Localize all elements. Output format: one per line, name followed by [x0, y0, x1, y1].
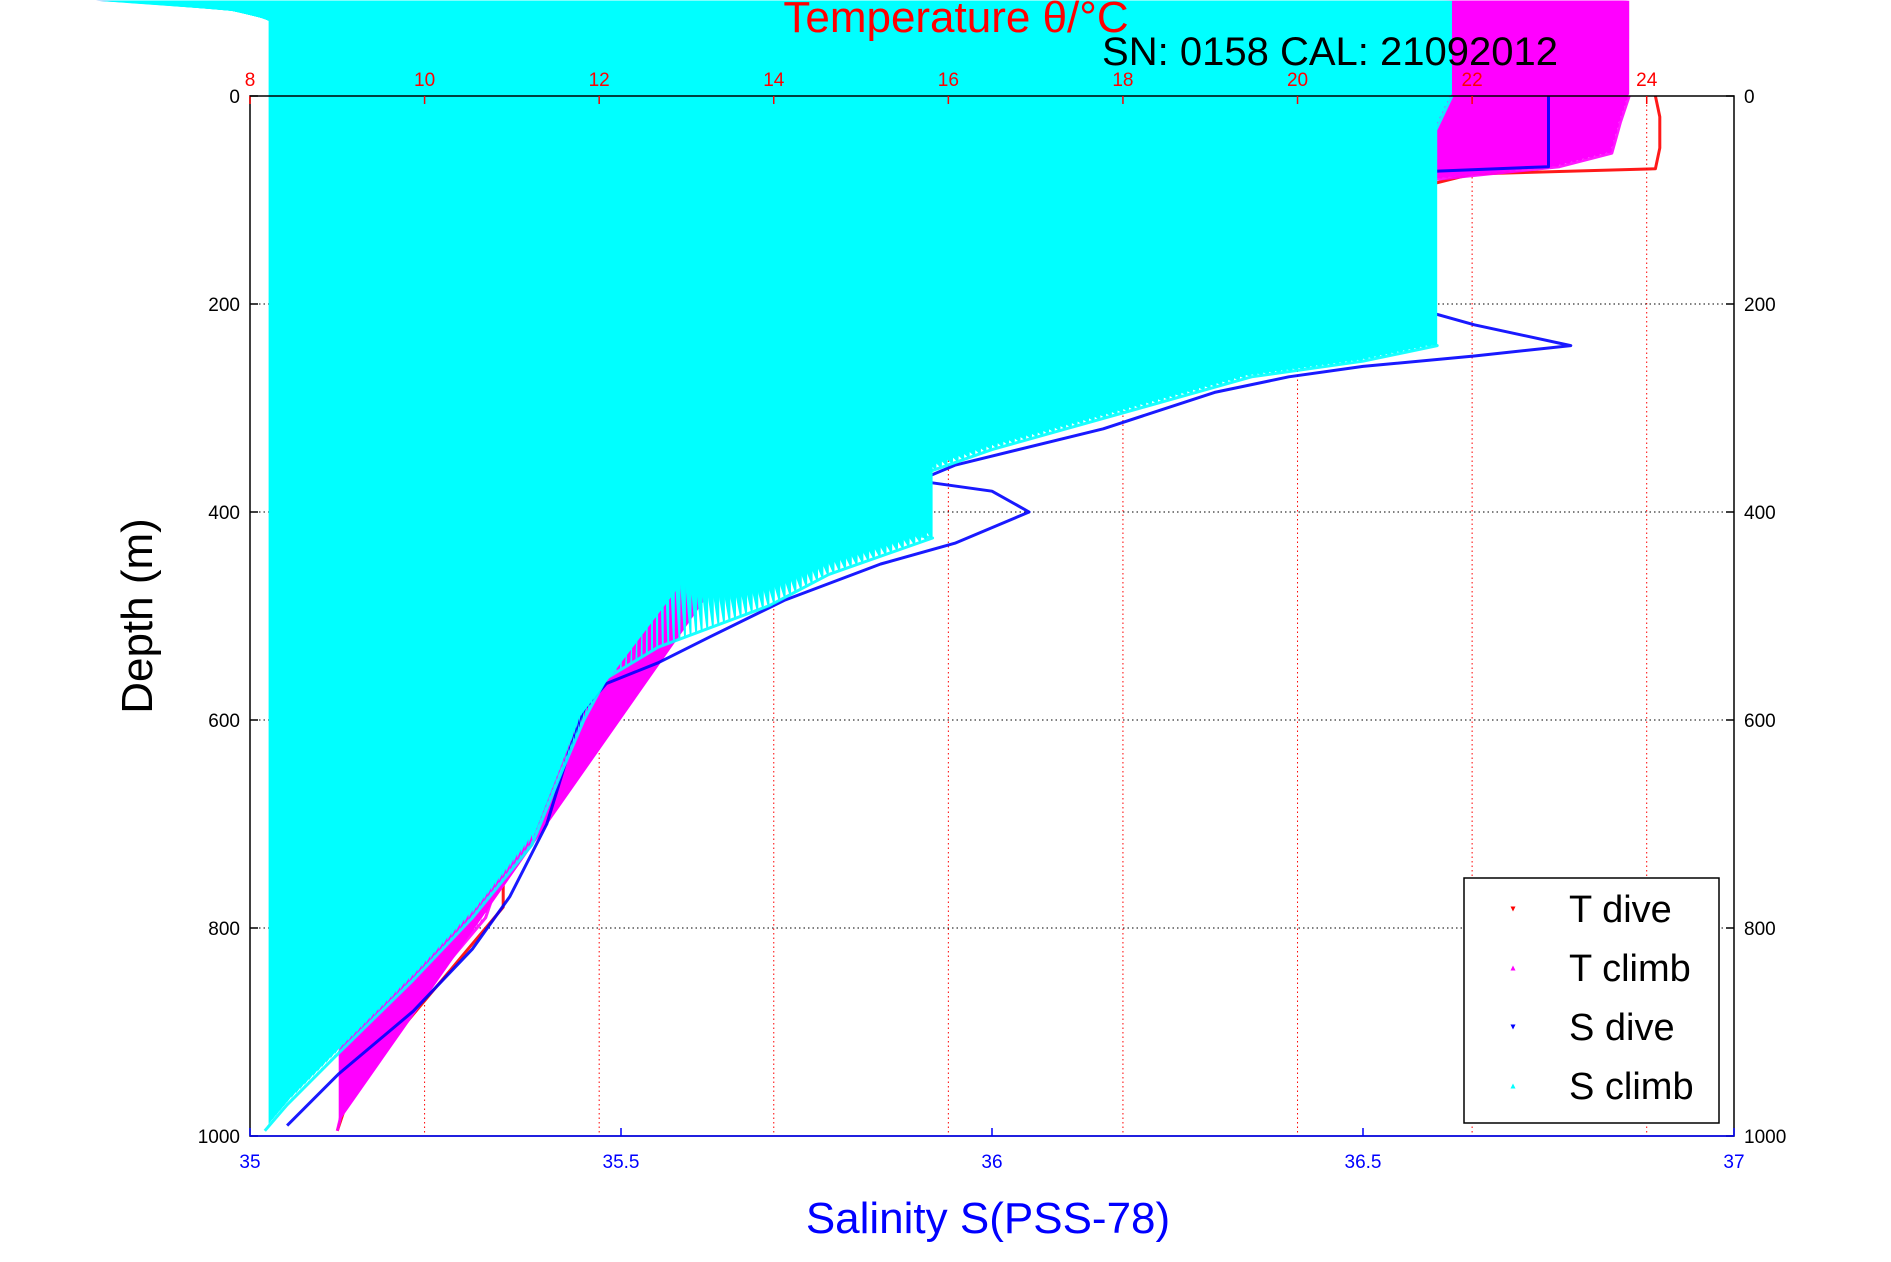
series-marker: [1520, 0, 1523, 350]
series-marker: [1546, 0, 1549, 113]
series-marker: [1502, 0, 1505, 352]
temperature-tick-label: 10: [414, 70, 435, 91]
salinity-axis-title: Salinity S(PSS-78): [806, 1194, 1170, 1243]
depth-tick-label-right: 400: [1744, 503, 1776, 524]
series-marker: [1654, 0, 1657, 100]
depth-tick-label-left: 0: [229, 87, 240, 108]
legend-marker: [1510, 1083, 1516, 1089]
series-marker: [1496, 0, 1499, 329]
temperature-tick-label: 24: [1636, 70, 1658, 91]
series-marker: [1456, 0, 1458, 169]
legend-box: [1463, 877, 1720, 1124]
legend-label: T climb: [1569, 948, 1691, 990]
temperature-tick-label: 20: [1287, 70, 1308, 91]
series-marker: [1472, 0, 1475, 324]
temperature-tick-label: 18: [1112, 70, 1133, 91]
temperature-tick-label: 8: [245, 70, 256, 91]
depth-tick-label-left: 600: [208, 711, 240, 732]
series-marker: [1534, 0, 1537, 166]
depth-tick-label-right: 1000: [1744, 1127, 1786, 1148]
series-marker: [1546, 0, 1549, 119]
series-marker: [1520, 0, 1523, 334]
temperature-tick-label: 16: [938, 70, 959, 91]
series-marker: [1569, 0, 1571, 344]
series-marker: [1546, 0, 1549, 160]
series-marker: [1514, 0, 1517, 333]
series-marker: [1490, 0, 1493, 353]
series-marker: [1546, 0, 1549, 142]
depth-tick-label-left: 400: [208, 503, 240, 524]
legend-label: S climb: [1569, 1066, 1694, 1108]
legend-marker: [1510, 965, 1516, 971]
series-marker: [266, 0, 1127, 1127]
salinity-tick-label: 37: [1723, 1152, 1744, 1173]
series-marker: [1546, 0, 1549, 101]
legend-label: T dive: [1569, 889, 1672, 931]
legend-label: S dive: [1569, 1007, 1675, 1049]
instrument-subtitle: SN: 0158 CAL: 21092012: [1102, 30, 1558, 74]
series-marker: [1658, 0, 1660, 134]
series-marker: [1546, 0, 1549, 165]
series-marker: [1546, 0, 1549, 154]
axis-ticks: 8 10 12 14 16 18 20 22 24 0 0 200 200 400 400 600 600 800…: [198, 70, 1787, 1173]
series-marker: [1546, 0, 1549, 125]
series-s-climb: [96, 0, 1454, 1132]
depth-axis-title: Depth (m): [113, 518, 162, 714]
series-marker: [1490, 0, 1493, 327]
legend: T dive T climb S dive S climb: [1463, 877, 1720, 1124]
series-marker: [1630, 0, 1632, 168]
depth-tick-label-right: 800: [1744, 919, 1776, 940]
depth-tick-label-left: 200: [208, 295, 240, 316]
series-marker: [1502, 0, 1505, 330]
series-marker: [1658, 0, 1660, 122]
series-marker: [1508, 0, 1511, 331]
series-marker: [1478, 0, 1481, 354]
series-marker: [1484, 0, 1487, 326]
series-marker: [1658, 0, 1660, 115]
temperature-tick-label: 22: [1462, 70, 1483, 91]
series-marker: [1478, 0, 1481, 325]
series-marker: [1466, 0, 1469, 355]
legend-marker: [1510, 1024, 1516, 1030]
temperature-tick-label: 12: [589, 70, 610, 91]
temperature-tick-label: 14: [763, 70, 785, 91]
legend-items: T dive T climb S dive S climb: [1510, 889, 1694, 1108]
series-marker: [1510, 0, 1513, 167]
temperature-axis-title: Temperature θ/°C: [783, 0, 1128, 42]
depth-tick-label-left: 1000: [198, 1127, 240, 1148]
depth-tick-label-left: 800: [208, 919, 240, 940]
series-marker: [1472, 0, 1475, 355]
series-marker: [1484, 0, 1487, 353]
data-series: [96, 0, 1662, 1132]
series-marker: [1540, 0, 1543, 166]
salinity-tick-label: 36: [981, 1152, 1002, 1173]
series-marker: [1658, 0, 1660, 140]
series-marker: [1647, 0, 1650, 168]
series-marker: [1514, 0, 1517, 350]
series-marker: [1546, 0, 1549, 95]
salinity-tick-label: 35: [239, 1152, 260, 1173]
series-marker: [1653, 0, 1656, 95]
depth-tick-label-right: 0: [1744, 87, 1755, 108]
series-marker: [1496, 0, 1499, 352]
series-marker: [1653, 0, 1656, 167]
depth-tick-label-right: 200: [1744, 295, 1776, 316]
depth-tick-label-right: 600: [1744, 711, 1776, 732]
salinity-tick-label: 36.5: [1345, 1152, 1382, 1173]
series-marker: [1461, 0, 1463, 320]
series-marker: [1522, 0, 1525, 166]
salinity-tick-label: 35.5: [603, 1152, 640, 1173]
series-marker: [1508, 0, 1511, 351]
legend-marker: [1510, 906, 1516, 912]
series-marker: [1658, 0, 1660, 147]
series-marker: [1449, 0, 1452, 317]
series-marker: [1546, 0, 1549, 107]
